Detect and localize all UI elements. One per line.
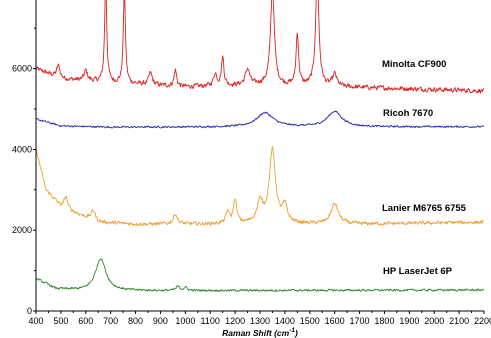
series-label-ricoh-7670: Ricoh 7670 [383,108,433,119]
x-tick-label: 1700 [350,316,370,326]
series-labels-layer: Minolta CF900 Ricoh 7670 Lanier M6765 6755… [382,59,467,277]
x-tick-label: 400 [28,316,43,326]
x-tick-label: 1800 [374,316,394,326]
x-axis-title-text: Raman Shift (cm [222,328,290,338]
series-label-lanier-m6765-6755: Lanier M6765 6755 [382,203,467,214]
x-axis-title-close: ) [294,328,298,338]
x-tick-label: 1600 [325,316,345,326]
series-line-ricoh-7670 [36,110,484,129]
x-tick-label: 1100 [201,316,220,326]
x-axis-title: Raman Shift (cm-1) [222,327,298,338]
series-layer [36,0,484,293]
series-line-minolta-cf900 [36,0,484,94]
x-tick-label: 700 [103,316,118,326]
series-label-hp-laserjet-6p: HP LaserJet 6P [383,266,453,277]
y-tick-label: 2000 [12,225,32,235]
x-tick-label: 600 [78,316,93,326]
x-tick-label: 500 [53,316,68,326]
x-tick-label: 1000 [175,316,195,326]
x-tick-label: 1900 [399,316,419,326]
y-tick-label: 4000 [12,144,32,154]
x-tick-label: 2100 [449,316,469,326]
x-tick-label: 1400 [275,316,295,326]
ticks-layer: 400 500 600 700 800 900 1000 1100 1200 1300 1400 15… [12,27,491,326]
x-tick-label: 2000 [424,316,444,326]
x-tick-label: 1500 [300,316,320,326]
x-tick-label: 800 [128,316,143,326]
series-label-minolta-cf900: Minolta CF900 [382,59,446,70]
y-tick-label: 6000 [12,64,32,74]
x-tick-label: 900 [153,316,168,326]
series-line-lanier-m6765-6755 [36,146,484,227]
x-axis-title-superscript: -1 [289,327,295,334]
x-tick-label: 1200 [225,316,245,326]
series-line-hp-laserjet-6p [36,258,484,293]
y-tick-label: 0 [27,306,32,316]
x-tick-label: 1300 [250,316,270,326]
